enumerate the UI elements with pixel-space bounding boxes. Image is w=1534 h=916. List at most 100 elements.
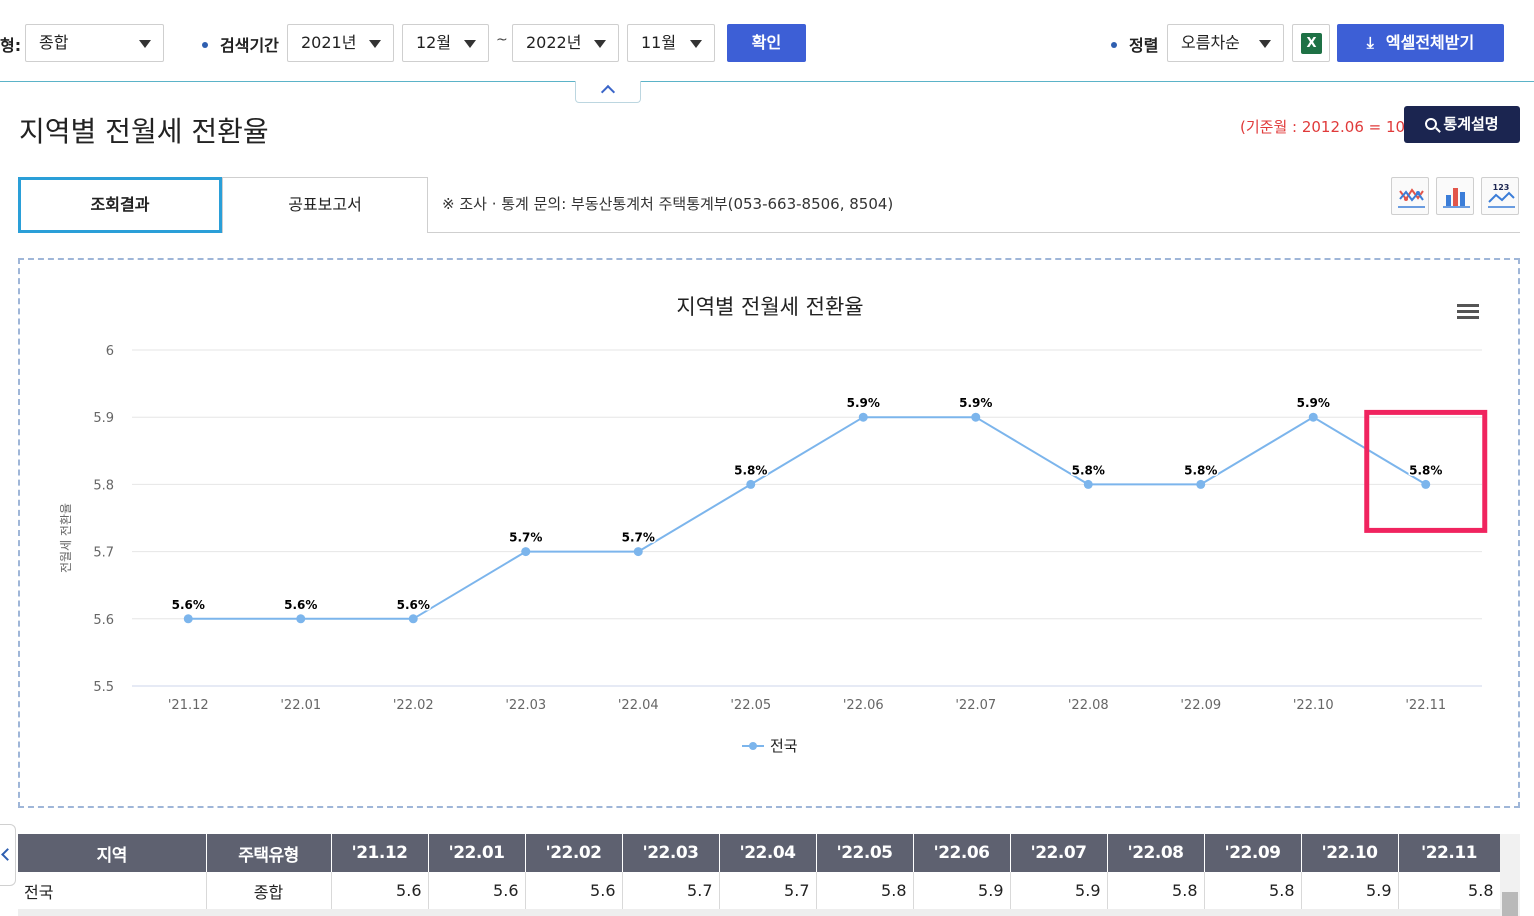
cell-value: 5.6 bbox=[331, 872, 429, 911]
line-chart: 지역별 전월세 전환율 전월세 전환율 5.5 5.6 5.7 5.8 5.9 6 '21… bbox=[59, 295, 1488, 755]
data-label: 5.9% bbox=[847, 396, 880, 410]
data-label: 5.6% bbox=[397, 598, 430, 612]
cell-value: 5.6 bbox=[428, 872, 526, 911]
col-header-month[interactable]: '22.04 bbox=[719, 834, 817, 872]
cell-value: 5.8 bbox=[1204, 872, 1302, 911]
col-header-type[interactable]: 주택유형 bbox=[206, 834, 332, 872]
data-point[interactable] bbox=[633, 547, 643, 557]
cell-value: 5.6 bbox=[525, 872, 623, 911]
start-year-value: 2021년 bbox=[301, 33, 357, 52]
col-header-month[interactable]: '22.02 bbox=[525, 834, 623, 872]
x-tick-label: '22.07 bbox=[955, 698, 996, 713]
stat-description-button[interactable]: 통계설명 bbox=[1404, 106, 1520, 143]
x-tick-label: '22.09 bbox=[1180, 698, 1221, 713]
data-label: 5.7% bbox=[622, 531, 655, 545]
cell-value: 5.7 bbox=[622, 872, 720, 911]
chevron-left-icon bbox=[1, 848, 14, 861]
col-header-month[interactable]: '22.05 bbox=[816, 834, 914, 872]
x-tick-label: '22.11 bbox=[1405, 698, 1446, 713]
sort-select[interactable]: 오름차순 bbox=[1167, 24, 1284, 62]
download-icon: ⤓ bbox=[1366, 33, 1374, 52]
data-point[interactable] bbox=[1308, 412, 1318, 422]
y-axis-label: 전월세 전환율 bbox=[59, 503, 73, 573]
data-table: 지역 주택유형 '21.12 '22.01 '22.02 '22.03 '22.… bbox=[18, 834, 1501, 911]
col-header-month[interactable]: '21.12 bbox=[331, 834, 429, 872]
cell-value: 5.7 bbox=[719, 872, 817, 911]
chart-container: 지역별 전월세 전환율 전월세 전환율 5.5 5.6 5.7 5.8 5.9 6 '21… bbox=[18, 258, 1520, 808]
end-year-value: 2022년 bbox=[526, 33, 582, 52]
scroll-left-button[interactable] bbox=[0, 824, 16, 886]
next-row-stripe bbox=[18, 909, 1500, 916]
stat-description-label: 통계설명 bbox=[1443, 115, 1499, 133]
x-tick-label: '22.04 bbox=[618, 698, 659, 713]
table-row: 전국 종합 5.6 5.6 5.6 5.7 5.7 5.8 5.9 5.9 5.… bbox=[18, 872, 1501, 911]
base-month-note: (기준월 : 2012.06 = 100) bbox=[1240, 118, 1421, 136]
data-point[interactable] bbox=[1196, 479, 1206, 489]
data-label: 5.8% bbox=[1072, 463, 1105, 477]
line-chart-view-button[interactable] bbox=[1391, 177, 1429, 215]
col-header-month[interactable]: '22.03 bbox=[622, 834, 720, 872]
chevron-down-icon bbox=[594, 40, 606, 48]
data-point[interactable] bbox=[1421, 479, 1431, 489]
start-month-value: 12월 bbox=[416, 33, 452, 52]
start-month-select[interactable]: 12월 bbox=[402, 24, 489, 62]
col-header-month[interactable]: '22.07 bbox=[1010, 834, 1108, 872]
confirm-button[interactable]: 확인 bbox=[727, 24, 806, 62]
y-tick-label: 5.9 bbox=[93, 411, 114, 426]
tabs-row: 조회결과 공표보고서 ※ 조사 · 통계 문의: 부동산통계처 주택통계부(05… bbox=[18, 177, 1520, 233]
data-point[interactable] bbox=[183, 614, 193, 624]
legend-marker bbox=[749, 742, 757, 750]
data-point[interactable] bbox=[971, 412, 981, 422]
filter-bar: 형: 종합 검색기간 2021년 12월 ~ 2022년 11월 확인 정렬 오… bbox=[0, 0, 1534, 82]
end-month-select[interactable]: 11월 bbox=[627, 24, 715, 62]
col-header-region[interactable]: 지역 bbox=[18, 834, 207, 872]
col-header-month[interactable]: '22.11 bbox=[1398, 834, 1501, 872]
cell-value: 5.8 bbox=[1398, 872, 1501, 911]
x-tick-label: '22.03 bbox=[505, 698, 546, 713]
bullet-icon bbox=[1111, 41, 1117, 48]
data-point[interactable] bbox=[521, 547, 531, 557]
sort-value: 오름차순 bbox=[1181, 33, 1240, 52]
data-point[interactable] bbox=[1083, 479, 1093, 489]
house-type-select[interactable]: 종합 bbox=[25, 24, 164, 62]
table-scrollbar-thumb[interactable] bbox=[1502, 892, 1518, 916]
data-point[interactable] bbox=[408, 614, 418, 624]
search-icon bbox=[1425, 118, 1438, 130]
tab-results[interactable]: 조회결과 bbox=[18, 177, 222, 233]
highlight-box bbox=[1364, 409, 1488, 533]
chart-menu-icon[interactable] bbox=[1457, 304, 1479, 319]
excel-icon-button[interactable]: X bbox=[1292, 24, 1330, 62]
x-tick-label: '21.12 bbox=[168, 698, 209, 713]
legend-item[interactable]: 전국 bbox=[742, 737, 798, 755]
cell-type: 종합 bbox=[206, 872, 332, 911]
page-title: 지역별 전월세 전환율 bbox=[19, 115, 269, 148]
data-point[interactable] bbox=[858, 412, 868, 422]
data-point[interactable] bbox=[296, 614, 306, 624]
col-header-month[interactable]: '22.10 bbox=[1301, 834, 1399, 872]
tab-report[interactable]: 공표보고서 bbox=[222, 177, 428, 233]
sort-label: 정렬 bbox=[1111, 32, 1158, 56]
x-tick-label: '22.02 bbox=[393, 698, 434, 713]
col-header-month[interactable]: '22.08 bbox=[1107, 834, 1205, 872]
x-tick-label: '22.10 bbox=[1293, 698, 1334, 713]
excel-icon: X bbox=[1301, 33, 1322, 54]
col-header-month[interactable]: '22.06 bbox=[913, 834, 1011, 872]
data-label: 5.8% bbox=[734, 463, 767, 477]
y-tick-label: 5.7 bbox=[93, 546, 114, 561]
table-value-view-button[interactable]: 123 bbox=[1481, 177, 1519, 215]
data-point[interactable] bbox=[746, 479, 756, 489]
cell-value: 5.8 bbox=[1107, 872, 1205, 911]
cell-value: 5.9 bbox=[1010, 872, 1108, 911]
end-year-select[interactable]: 2022년 bbox=[512, 24, 619, 62]
col-header-month[interactable]: '22.01 bbox=[428, 834, 526, 872]
start-year-select[interactable]: 2021년 bbox=[287, 24, 394, 62]
chart-title: 지역별 전월세 전환율 bbox=[676, 295, 863, 319]
excel-download-button[interactable]: ⤓ 엑셀전체받기 bbox=[1337, 24, 1504, 62]
col-header-month[interactable]: '22.09 bbox=[1204, 834, 1302, 872]
bar-chart-view-button[interactable] bbox=[1436, 177, 1474, 215]
series-line bbox=[188, 416, 1427, 620]
collapse-filter-toggle[interactable] bbox=[575, 81, 641, 103]
data-label: 5.9% bbox=[1297, 396, 1330, 410]
end-month-value: 11월 bbox=[641, 33, 677, 52]
y-tick-label: 6 bbox=[106, 344, 114, 359]
